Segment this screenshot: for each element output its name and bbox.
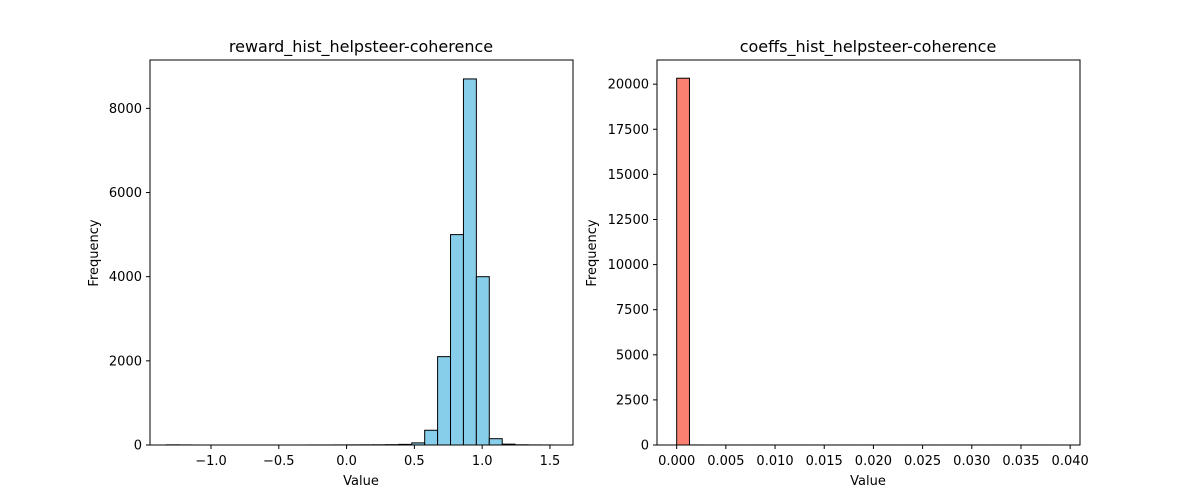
reward-histogram-panel: reward_hist_helpsteer-coherence −1.0 −0.5… bbox=[87, 37, 574, 489]
x-tick-label: 0.030 bbox=[953, 454, 990, 469]
bars-group bbox=[165, 78, 555, 446]
histogram-bar bbox=[450, 234, 464, 446]
y-tick-label: 12500 bbox=[608, 213, 649, 228]
y-axis-label: Frequency bbox=[585, 219, 600, 286]
x-tick-label: −1.0 bbox=[195, 454, 227, 469]
histogram-bar bbox=[475, 276, 490, 446]
y-tick-label: 0 bbox=[134, 439, 142, 454]
y-tick-label: 0 bbox=[641, 439, 649, 454]
y-tick-label: 5000 bbox=[616, 348, 649, 363]
plot-frame bbox=[656, 59, 1081, 446]
y-tick-label: 17500 bbox=[608, 123, 649, 138]
x-tick-label: 1.5 bbox=[540, 454, 561, 469]
x-tick-label: 0.025 bbox=[904, 454, 941, 469]
y-axis-ticks: 0 2500 5000 7500 10000 12500 15000 17500 20000 bbox=[608, 78, 657, 454]
plot-frame bbox=[149, 59, 574, 446]
x-tick-label: −0.5 bbox=[263, 454, 295, 469]
x-tick-label: 0.010 bbox=[756, 454, 793, 469]
x-tick-label: 0.0 bbox=[336, 454, 357, 469]
x-tick-label: 0.040 bbox=[1052, 454, 1089, 469]
chart-title: coeffs_hist_helpsteer-coherence bbox=[740, 37, 997, 57]
x-tick-label: 0.5 bbox=[404, 454, 425, 469]
y-tick-label: 15000 bbox=[608, 168, 649, 183]
coeffs-histogram-panel: coeffs_hist_helpsteer-coherence 0.000 0.0… bbox=[585, 37, 1089, 489]
x-tick-label: 0.005 bbox=[707, 454, 744, 469]
x-tick-label: 0.000 bbox=[658, 454, 695, 469]
y-tick-label: 4000 bbox=[109, 270, 142, 285]
histogram-bar bbox=[437, 356, 452, 446]
histogram-bar bbox=[424, 429, 439, 446]
histogram-bar bbox=[462, 78, 477, 446]
x-tick-label: 0.020 bbox=[855, 454, 892, 469]
x-axis-ticks: −1.0 −0.5 0.0 0.5 1.0 1.5 bbox=[195, 445, 560, 469]
y-tick-label: 2500 bbox=[616, 393, 649, 408]
x-axis-label: Value bbox=[850, 474, 886, 489]
bars-group bbox=[676, 77, 1061, 446]
chart-title: reward_hist_helpsteer-coherence bbox=[229, 37, 493, 57]
y-axis-ticks: 0 2000 4000 6000 8000 bbox=[109, 102, 150, 454]
x-axis-label: Value bbox=[343, 474, 379, 489]
histogram-bar bbox=[488, 438, 503, 446]
x-tick-label: 0.015 bbox=[806, 454, 843, 469]
y-tick-label: 20000 bbox=[608, 78, 649, 93]
y-tick-label: 6000 bbox=[109, 186, 142, 201]
y-tick-label: 2000 bbox=[109, 354, 142, 369]
x-axis-ticks: 0.000 0.005 0.010 0.015 0.020 0.025 0.030 0.035… bbox=[658, 445, 1089, 469]
y-axis-label: Frequency bbox=[87, 219, 102, 286]
y-tick-label: 10000 bbox=[608, 258, 649, 273]
y-tick-label: 8000 bbox=[109, 102, 142, 117]
x-tick-label: 1.0 bbox=[472, 454, 493, 469]
y-tick-label: 7500 bbox=[616, 303, 649, 318]
histogram-bar bbox=[676, 77, 690, 446]
x-tick-label: 0.035 bbox=[1002, 454, 1039, 469]
